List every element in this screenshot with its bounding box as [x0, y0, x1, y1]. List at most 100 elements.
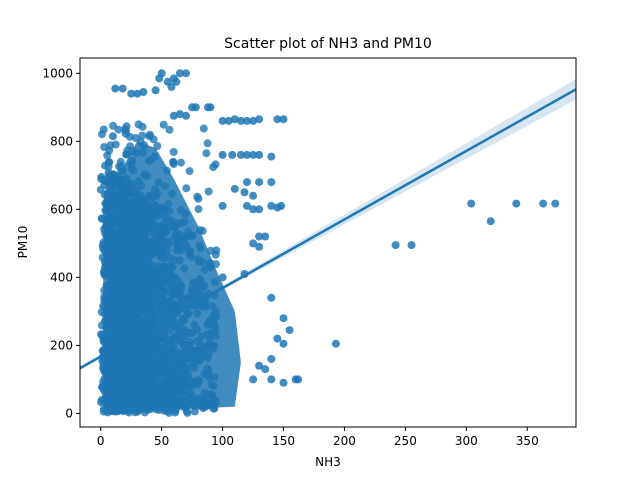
scatter-point [209, 163, 218, 172]
scatter-point [190, 407, 199, 416]
plot-area [80, 69, 576, 417]
x-tick-label: 200 [333, 434, 356, 448]
scatter-point [206, 103, 215, 112]
y-tick-label: 0 [65, 406, 73, 420]
scatter-point [138, 122, 147, 131]
scatter-point [169, 157, 178, 166]
scatter-point [236, 116, 245, 125]
scatter-point [202, 149, 211, 158]
scatter-point [249, 375, 258, 384]
scatter-point [182, 184, 191, 193]
x-axis-label: NH3 [315, 455, 341, 469]
scatter-point [279, 115, 288, 124]
scatter-point [243, 116, 251, 125]
scatter-point [157, 69, 166, 78]
scatter-point [133, 89, 142, 98]
scatter-point [391, 241, 400, 250]
scatter-point [267, 201, 276, 210]
scatter-point [228, 150, 237, 159]
scatter-point [267, 178, 276, 187]
scatter-point [185, 167, 194, 176]
y-axis: 0 200 400 600 800 1000 [42, 66, 80, 420]
scatter-point [122, 122, 131, 131]
scatter-point [218, 273, 227, 282]
scatter-point [279, 378, 288, 387]
scatter-point [273, 334, 282, 343]
scatter-point [255, 232, 264, 241]
scatter-point [151, 86, 160, 95]
regression-line [80, 88, 576, 370]
scatter-point [539, 199, 548, 208]
scatter-point [139, 88, 148, 96]
scatter-point [255, 115, 264, 124]
scatter-point [199, 124, 208, 133]
data-points [108, 69, 560, 387]
scatter-point [240, 188, 249, 197]
x-tick-label: 0 [97, 434, 105, 448]
point-cloud-core [103, 141, 241, 414]
scatter-point [159, 120, 168, 129]
scatter-point [255, 242, 264, 251]
scatter-point [175, 110, 184, 119]
scatter-point [236, 150, 245, 159]
scatter-point [145, 132, 154, 141]
scatter-point [169, 148, 178, 156]
scatter-point [218, 116, 227, 125]
x-tick-label: 50 [154, 434, 169, 448]
scatter-point [285, 326, 294, 335]
scatter-point [261, 365, 270, 374]
scatter-point [122, 150, 131, 159]
scatter-point [273, 115, 282, 124]
scatter-point [218, 150, 227, 159]
scatter-point [294, 375, 303, 384]
x-tick-label: 100 [211, 434, 234, 448]
scatter-point [551, 199, 560, 208]
scatter-point [126, 142, 135, 151]
x-tick-label: 350 [516, 434, 539, 448]
x-tick-label: 150 [272, 434, 295, 448]
scatter-point [249, 116, 258, 125]
scatter-point [255, 178, 264, 187]
scatter-point [267, 355, 276, 363]
scatter-point [243, 201, 251, 210]
y-tick-label: 200 [50, 338, 73, 352]
scatter-point [249, 191, 258, 200]
point-cloud [96, 120, 241, 417]
scatter-point [279, 339, 288, 348]
scatter-point [114, 125, 123, 134]
scatter-point [486, 217, 495, 226]
scatter-point [407, 241, 416, 250]
scatter-point [118, 84, 127, 93]
x-axis: 0 50 100 150 200 250 300 350 [97, 427, 539, 448]
scatter-point [108, 132, 117, 141]
y-tick-label: 1000 [42, 66, 73, 80]
scatter-point [255, 150, 264, 159]
scatter-point [243, 178, 251, 187]
scatter-point [177, 158, 185, 167]
plot-frame [79, 57, 577, 428]
scatter-point [204, 187, 213, 196]
chart-title: Scatter plot of NH3 and PM10 [224, 36, 432, 52]
scatter-point [467, 199, 476, 208]
scatter-point [194, 205, 203, 214]
scatter-point [279, 314, 288, 323]
scatter-point [193, 192, 202, 201]
scatter-point [127, 89, 136, 98]
scatter-point [191, 103, 200, 112]
scatter-point [175, 69, 184, 78]
scatter-point [165, 125, 174, 134]
scatter-point [224, 116, 233, 125]
y-axis-label: PM10 [16, 226, 30, 259]
scatter-point [267, 375, 276, 384]
scatter-point [182, 111, 190, 120]
scatter-point [101, 161, 109, 170]
x-tick-label: 250 [394, 434, 417, 448]
scatter-point [182, 69, 190, 78]
scatter-point [169, 111, 178, 120]
scatter-point [243, 150, 251, 159]
scatter-point [331, 339, 340, 348]
scatter-point [230, 115, 239, 124]
scatter-point [106, 141, 115, 150]
y-tick-label: 400 [50, 270, 73, 284]
